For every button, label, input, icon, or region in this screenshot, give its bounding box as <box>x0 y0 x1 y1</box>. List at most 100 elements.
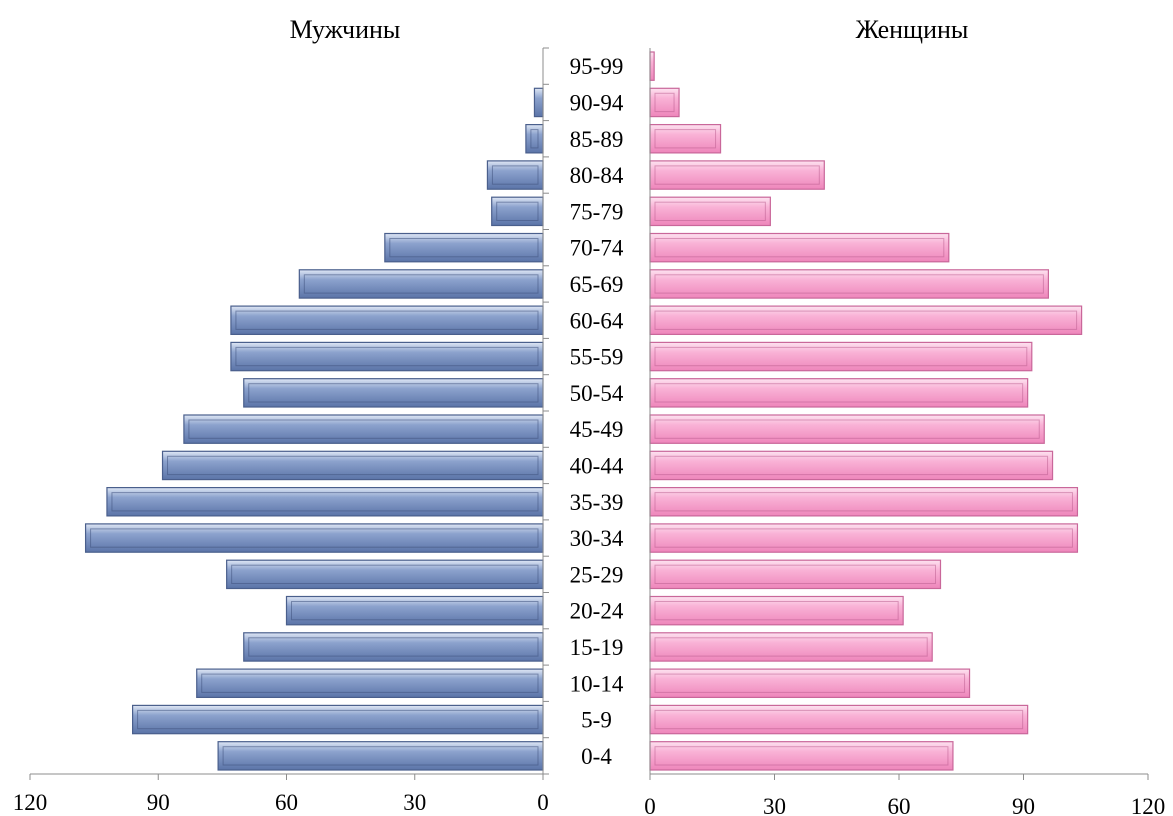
male-series-label: Мужчины <box>290 15 401 44</box>
male-bar-bevel-35-39 <box>111 492 539 512</box>
female-bar-bevel-45-49 <box>654 419 1040 439</box>
age-label-35-39: 35-39 <box>570 490 624 515</box>
female-bar-bevel-35-39 <box>654 492 1073 512</box>
female-series-label: Женщины <box>856 15 969 44</box>
male-bar-bevel-70-74 <box>389 237 539 258</box>
male-bar-40-44 <box>161 450 544 481</box>
axes-group: 120 90 60 30 0 0 30 60 90 120 <box>13 47 1166 816</box>
age-label-65-69: 65-69 <box>570 272 624 297</box>
male-bar-10-14 <box>196 668 544 699</box>
male-bar-bevel-0-4 <box>222 746 539 766</box>
male-bar-bevel-45-49 <box>188 419 539 439</box>
male-bar-bevel-55-59 <box>235 346 539 367</box>
female-bar-bevel-15-19 <box>654 637 928 657</box>
age-label-30-34: 30-34 <box>570 526 624 551</box>
age-label-95-99: 95-99 <box>570 54 624 79</box>
female-bar-bevel-90-94 <box>654 92 675 113</box>
female-bar-80-84 <box>649 160 825 190</box>
female-bar-bevel-20-24 <box>654 600 899 621</box>
male-bar-45-49 <box>183 414 544 444</box>
female-bar-55-59 <box>649 341 1033 372</box>
age-label-10-14: 10-14 <box>570 671 624 696</box>
female-bar-25-29 <box>649 559 942 590</box>
male-bar-bevel-20-24 <box>291 600 539 621</box>
female-bar-bevel-65-69 <box>654 274 1044 294</box>
age-label-90-94: 90-94 <box>570 90 624 115</box>
female-bar-bevel-0-4 <box>654 746 949 766</box>
male-bar-30-34 <box>84 523 544 553</box>
male-bar-5-9 <box>132 704 544 735</box>
age-label-55-59: 55-59 <box>570 345 624 370</box>
female-bar-70-74 <box>649 232 950 263</box>
age-label-60-64: 60-64 <box>570 308 624 333</box>
female-bar-30-34 <box>649 523 1079 553</box>
female-axis-tick-label: 120 <box>1131 794 1166 816</box>
male-bar-90-94 <box>533 87 544 118</box>
age-label-80-84: 80-84 <box>570 163 624 188</box>
age-label-20-24: 20-24 <box>570 599 624 624</box>
male-bar-35-39 <box>106 486 544 517</box>
age-label-40-44: 40-44 <box>570 453 624 478</box>
female-bar-60-64 <box>649 305 1083 336</box>
age-label-15-19: 15-19 <box>570 635 624 660</box>
male-bar-bevel-15-19 <box>248 637 539 657</box>
female-bars-group <box>649 51 1083 771</box>
male-bar-80-84 <box>486 160 544 190</box>
female-bar-65-69 <box>649 269 1049 299</box>
male-bar-bevel-50-54 <box>248 383 539 403</box>
male-bar-75-79 <box>491 196 544 227</box>
female-bar-bevel-50-54 <box>654 383 1024 403</box>
male-axis-tick-label: 120 <box>13 790 48 815</box>
female-bar-95-99 <box>649 51 655 81</box>
age-label-50-54: 50-54 <box>570 381 624 406</box>
male-axis-tick-label: 30 <box>403 790 426 815</box>
male-bars-group <box>84 87 544 771</box>
female-bar-bevel-85-89 <box>654 129 717 149</box>
male-bar-60-64 <box>230 305 544 336</box>
female-bar-15-19 <box>649 632 933 662</box>
male-bar-bevel-85-89 <box>530 129 539 149</box>
male-bar-bevel-30-34 <box>90 528 539 548</box>
male-bar-bevel-5-9 <box>137 709 539 730</box>
male-bar-bevel-75-79 <box>496 201 539 222</box>
age-label-85-89: 85-89 <box>570 127 624 152</box>
male-bar-bevel-10-14 <box>201 673 539 693</box>
age-label-45-49: 45-49 <box>570 417 624 442</box>
female-bar-bevel-10-14 <box>654 673 966 693</box>
female-bar-bevel-75-79 <box>654 201 766 222</box>
female-bar-35-39 <box>649 486 1079 517</box>
female-axis-tick-label: 0 <box>644 794 656 816</box>
female-bar-bevel-5-9 <box>654 709 1024 730</box>
male-bar-20-24 <box>285 595 544 626</box>
male-bar-bevel-65-69 <box>303 274 539 294</box>
female-axis-tick-label: 60 <box>888 794 911 816</box>
female-bar-bevel-40-44 <box>654 455 1049 476</box>
female-bar-bevel-25-29 <box>654 564 936 585</box>
male-bar-25-29 <box>226 559 544 590</box>
female-bar-50-54 <box>649 378 1029 408</box>
female-bar-45-49 <box>649 414 1045 444</box>
female-axis-tick-label: 90 <box>1012 794 1035 816</box>
age-label-0-4: 0-4 <box>581 744 612 769</box>
female-bar-bevel-80-84 <box>654 165 820 185</box>
male-bar-50-54 <box>243 378 544 408</box>
age-label-5-9: 5-9 <box>581 708 612 733</box>
female-bar-bevel-55-59 <box>654 346 1028 367</box>
age-label-70-74: 70-74 <box>570 236 624 261</box>
female-bar-0-4 <box>649 741 954 771</box>
male-bar-0-4 <box>217 741 544 771</box>
female-bar-10-14 <box>649 668 971 699</box>
female-bar-20-24 <box>649 595 904 626</box>
female-bar-5-9 <box>649 704 1029 735</box>
female-bar-85-89 <box>649 123 722 154</box>
age-labels-group: 0-4 5-9 10-14 15-19 20-24 25-29 30-34 35-39 40-4… <box>570 54 624 769</box>
male-bar-85-89 <box>525 123 544 154</box>
female-bar-40-44 <box>649 450 1054 481</box>
male-axis-tick-label: 90 <box>147 790 170 815</box>
male-axis-tick-label: 0 <box>537 790 549 815</box>
male-bar-55-59 <box>230 341 544 372</box>
male-bar-bevel-80-84 <box>491 165 539 185</box>
age-label-75-79: 75-79 <box>570 199 624 224</box>
